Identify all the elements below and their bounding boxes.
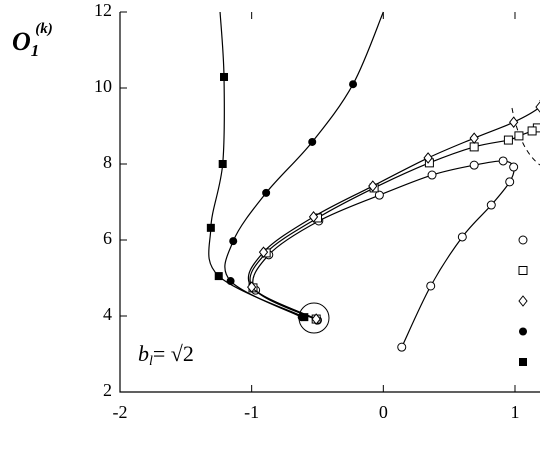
- marker: [427, 170, 437, 180]
- marker: [469, 160, 479, 170]
- legend-marker: [518, 235, 528, 245]
- marker: [308, 137, 317, 146]
- y-label-sup: (k): [35, 21, 53, 37]
- marker: [308, 211, 319, 223]
- marker: [368, 180, 378, 192]
- legend-marker: [519, 358, 527, 366]
- y-label-main: O: [12, 27, 31, 56]
- marker: [397, 342, 407, 352]
- marker: [509, 162, 519, 172]
- marker: [535, 101, 540, 113]
- annotation-sub: l: [149, 354, 153, 369]
- marker: [258, 246, 269, 258]
- marker: [503, 135, 513, 145]
- x-tick-label: 1: [510, 402, 519, 422]
- marker: [247, 281, 257, 293]
- marker: [509, 116, 519, 129]
- x-tick-label: -2: [113, 402, 128, 422]
- y-tick-label: 4: [103, 304, 112, 324]
- marker: [311, 313, 321, 325]
- y-tick-label: 8: [103, 152, 112, 172]
- marker: [300, 313, 309, 322]
- annotation-main: b: [138, 341, 149, 366]
- series-curve: [208, 11, 305, 318]
- marker: [505, 177, 515, 187]
- marker: [527, 126, 537, 136]
- marker: [423, 152, 433, 164]
- annotation: bl= √2: [138, 341, 194, 369]
- series-curve: [224, 11, 384, 318]
- y-tick-label: 12: [94, 0, 112, 20]
- y-axis-label: O1 (k): [12, 21, 53, 59]
- x-tick-label: 0: [379, 402, 388, 422]
- marker: [214, 272, 223, 281]
- marker: [457, 232, 467, 242]
- marker: [262, 188, 271, 197]
- marker: [220, 72, 229, 81]
- dashed-arc: [511, 107, 540, 166]
- axes-frame: [119, 12, 540, 393]
- y-label-sub: 1: [31, 41, 40, 60]
- marker: [218, 160, 227, 168]
- marker: [374, 190, 384, 200]
- series-curve: [252, 160, 515, 348]
- series-curve: [247, 100, 540, 320]
- legend-marker: [519, 327, 527, 336]
- marker: [229, 237, 238, 246]
- marker: [469, 132, 479, 144]
- legend-marker: [518, 295, 528, 307]
- y-tick-label: 10: [94, 76, 112, 96]
- y-tick-label: 2: [103, 380, 112, 400]
- series-curve: [249, 123, 540, 320]
- annotation-rest: = √2: [153, 341, 194, 366]
- marker: [349, 80, 358, 89]
- marker: [486, 200, 496, 210]
- legend-marker: [518, 266, 528, 275]
- marker: [498, 156, 508, 166]
- marker: [426, 281, 436, 291]
- marker: [514, 131, 524, 141]
- marker: [206, 223, 215, 232]
- y-tick-label: 6: [103, 228, 112, 248]
- x-tick-label: -1: [244, 402, 259, 422]
- marker: [469, 142, 479, 152]
